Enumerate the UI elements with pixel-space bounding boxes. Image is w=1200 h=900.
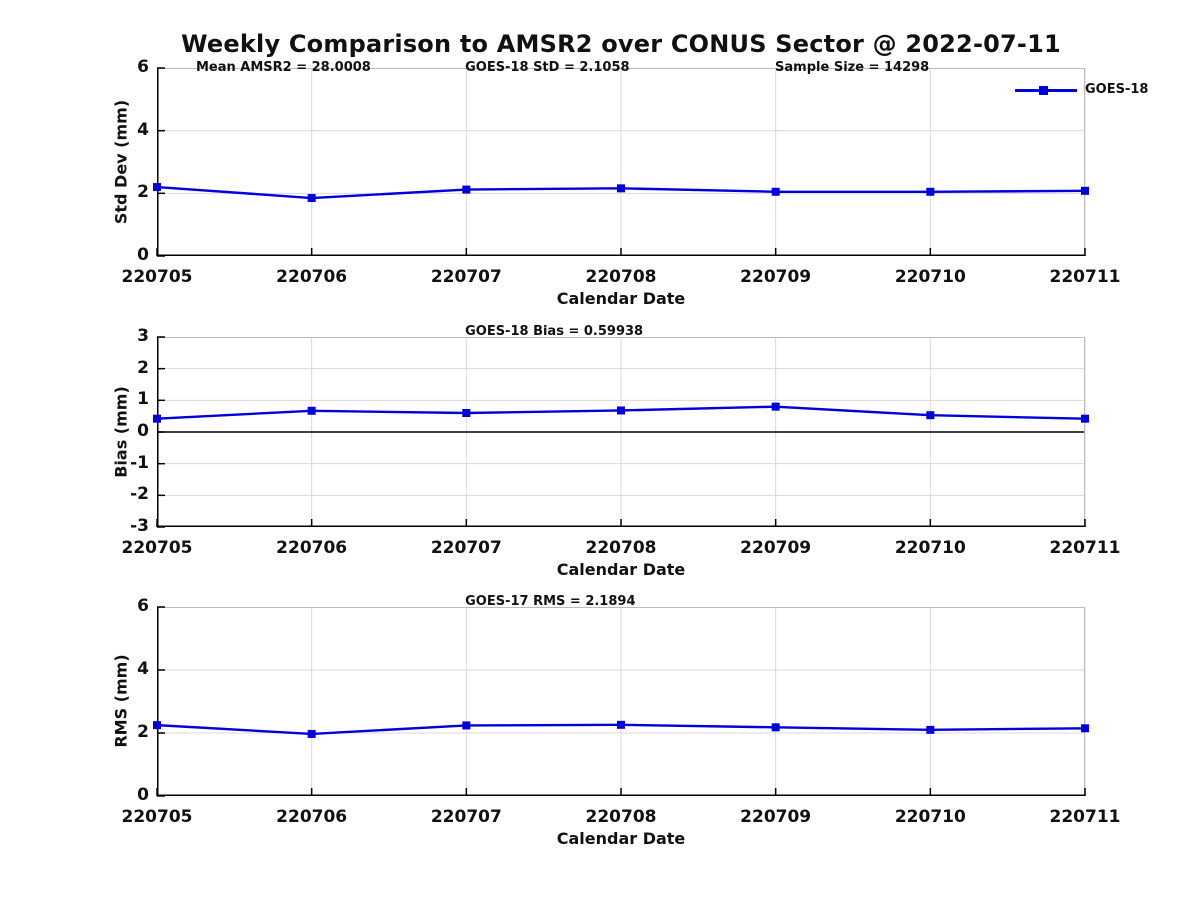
y-tick-label: 0 — [137, 785, 149, 805]
data-point-marker — [462, 185, 471, 194]
x-tick-label: 220706 — [276, 807, 348, 827]
bias-annotation: GOES-18 Bias = 0.59938 — [465, 324, 644, 339]
data-point-marker — [617, 184, 625, 193]
rms-x-axis-label: Calendar Date — [556, 829, 686, 848]
std-dev-annotation: GOES-18 StD = 2.1058 — [465, 60, 630, 75]
data-point-marker — [617, 406, 625, 415]
x-tick-label: 220709 — [740, 267, 812, 287]
x-tick-label: 220709 — [740, 807, 812, 827]
y-tick-label: -3 — [130, 516, 149, 536]
data-point-marker — [771, 723, 780, 732]
data-point-marker — [1081, 724, 1089, 733]
y-tick-label: 4 — [137, 119, 149, 140]
stddev-y-axis-label: Std Dev (mm) — [111, 99, 131, 225]
x-tick-label: 220706 — [276, 267, 348, 287]
y-tick-label: -2 — [130, 484, 149, 505]
x-tick-label: 220708 — [585, 807, 657, 827]
y-tick-label: 4 — [137, 659, 149, 679]
rms-plot-area: 220705 220706 220707 220708 220709 220710 2207… — [122, 594, 1121, 827]
y-tick-label: 0 — [137, 245, 149, 265]
data-point-marker — [307, 406, 316, 415]
x-tick-label: 220707 — [430, 807, 502, 827]
figure-title: Weekly Comparison to AMSR2 over CONUS Se… — [181, 30, 1061, 58]
data-point-marker — [926, 187, 935, 196]
data-point-marker — [462, 721, 471, 730]
legend-marker-sample — [1039, 86, 1048, 95]
x-tick-label: 220705 — [121, 807, 193, 827]
data-point-marker — [926, 411, 935, 420]
y-tick-label: 0 — [137, 421, 149, 441]
x-tick-label: 220708 — [585, 538, 657, 558]
y-tick-label: 3 — [137, 326, 149, 346]
stddev-x-axis-label: Calendar Date — [556, 289, 686, 308]
x-tick-label: 220711 — [1049, 538, 1121, 558]
y-tick-label: 6 — [137, 57, 149, 77]
data-point-marker — [771, 402, 780, 411]
data-point-marker — [153, 183, 161, 192]
std-dev-svg — [153, 67, 1089, 257]
data-point-marker — [462, 409, 471, 417]
bias-svg — [153, 336, 1089, 528]
x-tick-label: 220706 — [276, 538, 348, 558]
y-tick-label: 2 — [137, 722, 149, 742]
y-tick-label: -1 — [130, 452, 149, 473]
data-point-marker — [153, 721, 161, 730]
data-point-marker — [153, 414, 161, 423]
data-point-marker — [1081, 414, 1089, 423]
data-point-marker — [617, 720, 625, 729]
y-tick-label: 1 — [137, 389, 149, 410]
rms-annotation: GOES-17 RMS = 2.1894 — [465, 594, 636, 609]
y-tick-label: 6 — [137, 596, 149, 616]
std-dev-annotation: Mean AMSR2 = 28.0008 — [195, 60, 371, 75]
data-point-marker — [307, 729, 316, 738]
bias-x-axis-label: Calendar Date — [556, 560, 686, 579]
legend: GOES-18 — [1015, 81, 1165, 99]
x-tick-label: 220710 — [894, 807, 966, 827]
x-tick-label: 220707 — [430, 538, 502, 558]
x-tick-label: 220707 — [430, 267, 502, 287]
y-tick-label: 2 — [137, 182, 149, 203]
data-point-marker — [1081, 186, 1089, 195]
stddev-plot-area: 220705 220706 220707 220708 220709 220710 2207… — [122, 57, 1121, 287]
x-tick-label: 220709 — [740, 538, 812, 558]
y-tick-label: 2 — [137, 357, 149, 378]
bias-plot-area: 220705 220706 220707 220708 220709 220710 2207… — [122, 324, 1121, 558]
data-point-marker — [771, 187, 780, 196]
x-tick-label: 220710 — [894, 267, 966, 287]
x-tick-label: 220705 — [121, 267, 193, 287]
rms-svg — [153, 606, 1089, 797]
x-tick-label: 220710 — [894, 538, 966, 558]
data-point-marker — [307, 194, 316, 203]
x-tick-label: 220711 — [1049, 267, 1121, 287]
x-tick-label: 220711 — [1049, 807, 1121, 827]
std-dev-annotation: Sample Size = 14298 — [775, 60, 930, 75]
data-point-marker — [926, 725, 935, 734]
x-tick-label: 220705 — [121, 538, 193, 558]
legend-label: GOES-18 — [1085, 82, 1149, 97]
x-tick-label: 220708 — [585, 267, 657, 287]
